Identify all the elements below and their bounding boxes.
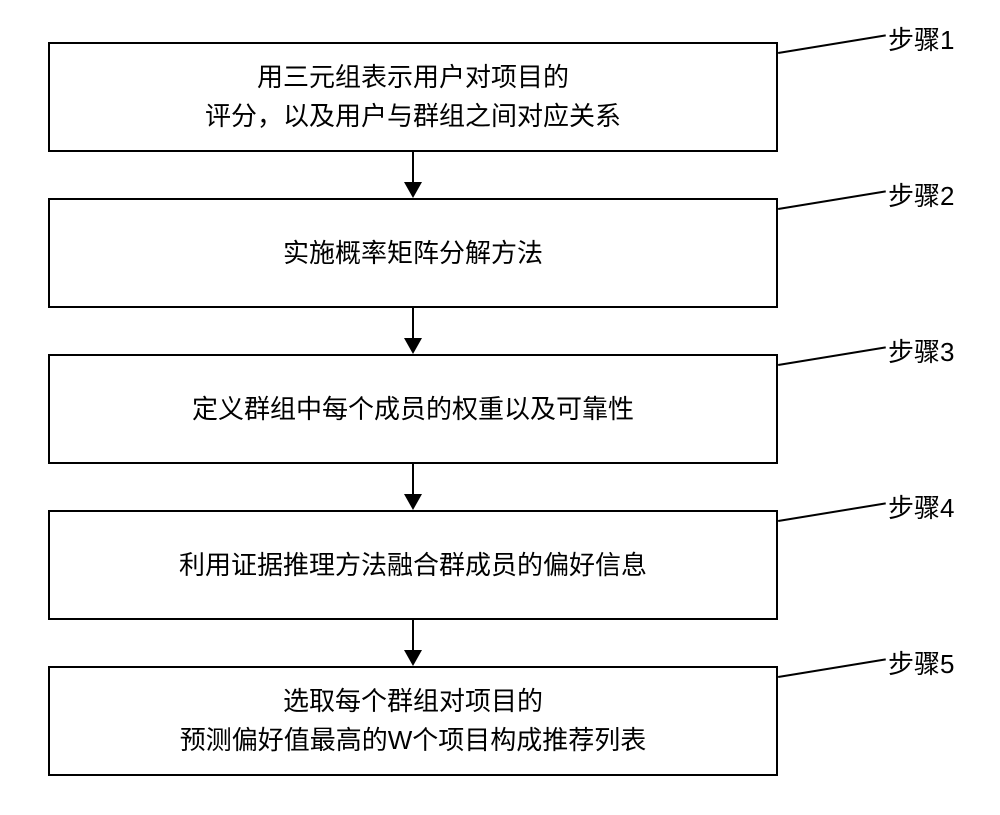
step-box-text: 实施概率矩阵分解方法 <box>283 234 543 273</box>
step-box-text: 选取每个群组对项目的 预测偏好值最高的W个项目构成推荐列表 <box>180 682 647 760</box>
arrow-shaft <box>412 464 414 494</box>
label-connector-line <box>778 190 886 210</box>
step-label-text: 步骤2 <box>888 181 954 211</box>
step-label-3: 步骤3 <box>888 332 954 369</box>
step-label-5: 步骤5 <box>888 644 954 681</box>
label-connector-line <box>778 346 886 366</box>
step-box-1: 用三元组表示用户对项目的 评分，以及用户与群组之间对应关系 <box>48 42 778 152</box>
step-box-text: 用三元组表示用户对项目的 评分，以及用户与群组之间对应关系 <box>205 58 621 136</box>
label-connector-line <box>778 502 886 522</box>
step-label-text: 步骤4 <box>888 493 954 523</box>
step-box-4: 利用证据推理方法融合群成员的偏好信息 <box>48 510 778 620</box>
arrow-shaft <box>412 308 414 338</box>
arrow-down-icon <box>404 650 422 666</box>
label-connector-line <box>778 34 886 54</box>
step-label-text: 步骤3 <box>888 337 954 367</box>
label-connector-line <box>778 658 886 678</box>
arrow-shaft <box>412 152 414 182</box>
step-label-1: 步骤1 <box>888 20 954 57</box>
arrow-down-icon <box>404 182 422 198</box>
step-box-text: 利用证据推理方法融合群成员的偏好信息 <box>179 546 647 585</box>
flowchart-canvas: 用三元组表示用户对项目的 评分，以及用户与群组之间对应关系 步骤1 实施概率矩阵分解… <box>0 0 1000 815</box>
step-box-3: 定义群组中每个成员的权重以及可靠性 <box>48 354 778 464</box>
step-box-2: 实施概率矩阵分解方法 <box>48 198 778 308</box>
arrow-down-icon <box>404 338 422 354</box>
step-box-text: 定义群组中每个成员的权重以及可靠性 <box>192 390 634 429</box>
step-label-4: 步骤4 <box>888 488 954 525</box>
arrow-down-icon <box>404 494 422 510</box>
step-label-text: 步骤1 <box>888 25 954 55</box>
arrow-shaft <box>412 620 414 650</box>
step-label-2: 步骤2 <box>888 176 954 213</box>
step-box-5: 选取每个群组对项目的 预测偏好值最高的W个项目构成推荐列表 <box>48 666 778 776</box>
step-label-text: 步骤5 <box>888 649 954 679</box>
